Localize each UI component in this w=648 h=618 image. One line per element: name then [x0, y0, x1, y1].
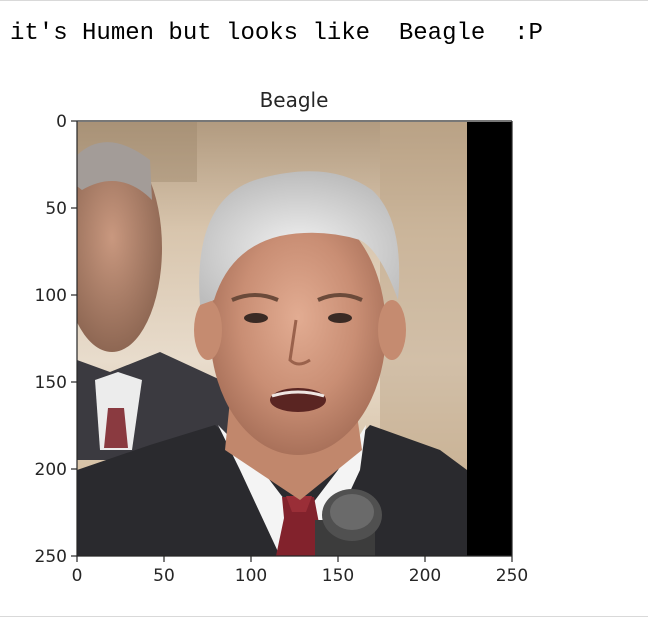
photo-image	[62, 122, 512, 556]
y-tick-label: 200	[35, 460, 67, 480]
y-tick-label: 0	[56, 112, 67, 132]
y-tick-label: 150	[35, 373, 67, 393]
x-tick-label: 50	[153, 566, 175, 586]
x-axis-ticks: 0 50 100 150 200 250	[72, 556, 529, 586]
black-padding-region	[467, 122, 512, 556]
y-tick-label: 250	[35, 547, 67, 567]
y-axis-ticks: 0 50 100 150 200 250	[35, 112, 77, 567]
bottom-cell-divider	[0, 616, 648, 617]
photo-of-man-in-suit-icon	[62, 122, 467, 556]
x-tick-label: 250	[496, 566, 528, 586]
y-tick-label: 50	[45, 199, 67, 219]
x-tick-label: 200	[409, 566, 441, 586]
x-tick-label: 0	[72, 566, 83, 586]
x-tick-label: 100	[235, 566, 267, 586]
x-tick-label: 150	[322, 566, 354, 586]
y-tick-label: 100	[35, 286, 67, 306]
